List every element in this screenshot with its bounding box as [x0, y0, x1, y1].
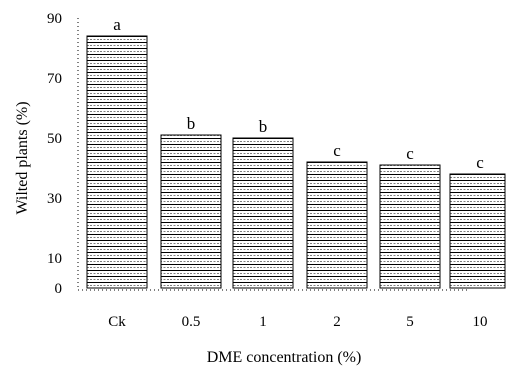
y-tick-label: 10	[47, 251, 62, 267]
y-tick-label: 50	[47, 131, 62, 147]
significance-labels: a b b c c c	[113, 15, 484, 172]
bar-0.5	[160, 134, 222, 289]
significance-letter: b	[187, 114, 196, 133]
significance-letter: c	[333, 141, 341, 160]
y-tick-labels: 0 10 30 50 70 90	[47, 11, 62, 297]
x-tick-label: 5	[406, 314, 414, 330]
x-tick-label: 2	[333, 314, 341, 330]
x-tick-labels: Ck 0.5 1 2 5 10	[108, 314, 487, 330]
y-tick-label: 90	[47, 11, 62, 27]
significance-letter: c	[476, 153, 484, 172]
bars	[86, 35, 506, 289]
x-tick-label: Ck	[108, 314, 126, 330]
y-tick-label: 0	[55, 281, 63, 297]
x-tick-label: 0.5	[182, 314, 201, 330]
significance-letter: c	[406, 144, 414, 163]
bar-2	[306, 161, 368, 289]
y-tick-label: 30	[47, 191, 62, 207]
bar-10	[449, 173, 506, 289]
bar-1	[232, 137, 294, 289]
significance-letter: b	[259, 117, 268, 136]
y-tick-label: 70	[47, 71, 62, 87]
significance-letter: a	[113, 15, 121, 34]
x-tick-label: 10	[473, 314, 488, 330]
bar-Ck	[86, 35, 148, 289]
y-axis-title: Wilted plants (%)	[14, 101, 31, 214]
x-tick-label: 1	[259, 314, 267, 330]
x-axis-title: DME concentration (%)	[207, 349, 362, 366]
bar-5	[379, 164, 441, 289]
